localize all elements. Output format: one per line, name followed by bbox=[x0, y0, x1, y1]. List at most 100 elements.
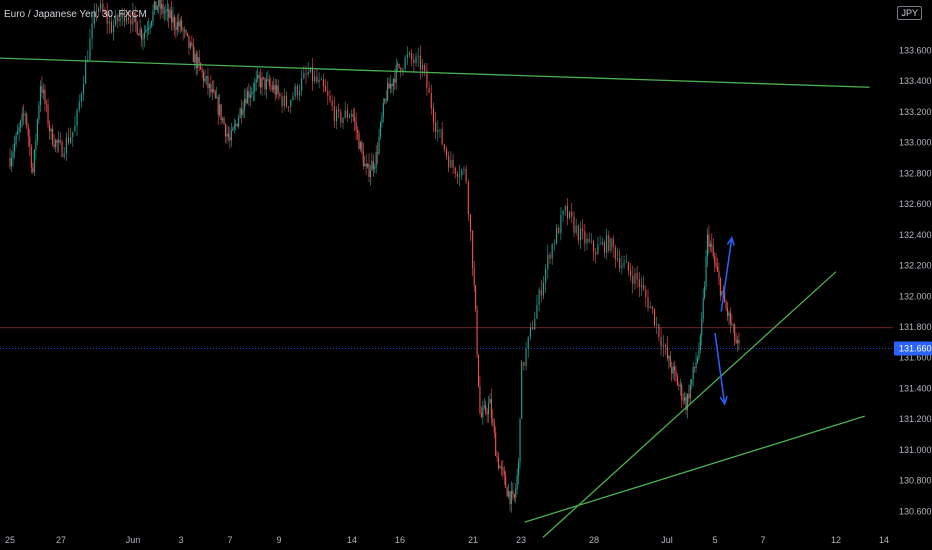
candle bbox=[17, 124, 19, 135]
candle bbox=[492, 409, 494, 427]
candle bbox=[619, 249, 621, 273]
candle bbox=[281, 92, 283, 113]
candle bbox=[465, 164, 467, 184]
arrow-up[interactable] bbox=[720, 236, 735, 312]
candle bbox=[711, 233, 713, 254]
candle bbox=[15, 131, 17, 148]
candle bbox=[33, 149, 35, 177]
candle bbox=[445, 145, 448, 160]
candle bbox=[29, 128, 31, 157]
y-tick-label: 133.000 bbox=[899, 138, 932, 148]
candle bbox=[121, 7, 123, 26]
candle bbox=[621, 255, 623, 275]
candle bbox=[89, 29, 91, 61]
trendline-3[interactable] bbox=[542, 271, 837, 539]
candle bbox=[222, 116, 224, 124]
candle bbox=[338, 103, 340, 119]
candle bbox=[551, 242, 553, 265]
x-tick-label: 12 bbox=[831, 535, 841, 545]
candle bbox=[130, 11, 132, 34]
candle bbox=[351, 109, 353, 124]
candle bbox=[217, 94, 219, 125]
candle bbox=[198, 49, 200, 72]
candle bbox=[93, 3, 95, 29]
currency-badge[interactable]: JPY bbox=[897, 6, 922, 20]
candle bbox=[271, 81, 273, 93]
candle bbox=[158, 0, 160, 15]
x-tick-label: Jul bbox=[661, 535, 673, 545]
candle bbox=[246, 86, 248, 104]
candle bbox=[104, 7, 106, 16]
candle bbox=[584, 223, 586, 252]
x-tick-label: 21 bbox=[468, 535, 478, 545]
candle bbox=[682, 393, 684, 406]
candle bbox=[495, 426, 497, 457]
candle bbox=[569, 211, 571, 220]
candle bbox=[329, 89, 331, 104]
candle bbox=[76, 107, 78, 137]
arrow-down[interactable] bbox=[714, 333, 728, 406]
trendline-1[interactable] bbox=[0, 57, 870, 88]
candle bbox=[55, 138, 57, 152]
candle bbox=[538, 287, 540, 312]
x-tick-label: 9 bbox=[276, 535, 281, 545]
candle bbox=[45, 99, 48, 113]
candle bbox=[645, 285, 647, 308]
candle bbox=[437, 120, 439, 142]
candle bbox=[236, 123, 238, 128]
candle bbox=[586, 233, 588, 251]
candle bbox=[63, 146, 65, 160]
candle bbox=[279, 91, 281, 99]
candle bbox=[500, 460, 502, 476]
candle bbox=[679, 378, 681, 396]
candle bbox=[166, 0, 168, 22]
candle bbox=[698, 342, 700, 361]
candle bbox=[288, 106, 290, 112]
candle bbox=[640, 277, 643, 296]
candle bbox=[80, 91, 82, 108]
candle bbox=[200, 62, 202, 70]
candle bbox=[56, 138, 58, 153]
y-tick-label: 132.800 bbox=[899, 168, 932, 178]
candle bbox=[155, 1, 157, 10]
trendline-2[interactable] bbox=[524, 415, 865, 523]
candle bbox=[475, 284, 477, 313]
candle bbox=[493, 418, 495, 439]
candle bbox=[573, 211, 575, 238]
candle bbox=[649, 301, 651, 309]
candle bbox=[39, 80, 41, 112]
candle bbox=[185, 29, 187, 37]
candle bbox=[119, 11, 121, 27]
candle bbox=[191, 35, 193, 47]
candle bbox=[454, 166, 456, 179]
candle bbox=[47, 98, 49, 129]
candle bbox=[439, 128, 441, 138]
candle bbox=[24, 110, 26, 125]
candle bbox=[391, 83, 393, 94]
candle bbox=[497, 452, 500, 471]
candle bbox=[292, 91, 294, 102]
candle bbox=[676, 373, 678, 386]
candle bbox=[358, 129, 360, 150]
candle bbox=[688, 384, 690, 403]
candle bbox=[296, 83, 298, 100]
candle bbox=[472, 229, 474, 276]
candle bbox=[52, 124, 54, 147]
candle bbox=[448, 151, 450, 173]
candle bbox=[388, 77, 390, 89]
candle bbox=[662, 335, 664, 357]
candle bbox=[307, 61, 309, 78]
candle bbox=[513, 493, 515, 502]
candle bbox=[23, 104, 25, 126]
candle bbox=[582, 219, 584, 240]
candle bbox=[392, 77, 394, 96]
candle bbox=[151, 20, 153, 29]
candle bbox=[301, 69, 303, 97]
candle bbox=[276, 79, 278, 99]
candle bbox=[477, 354, 480, 388]
candle bbox=[479, 375, 481, 415]
candle bbox=[113, 19, 115, 41]
candle bbox=[267, 70, 269, 82]
candle bbox=[325, 78, 327, 92]
